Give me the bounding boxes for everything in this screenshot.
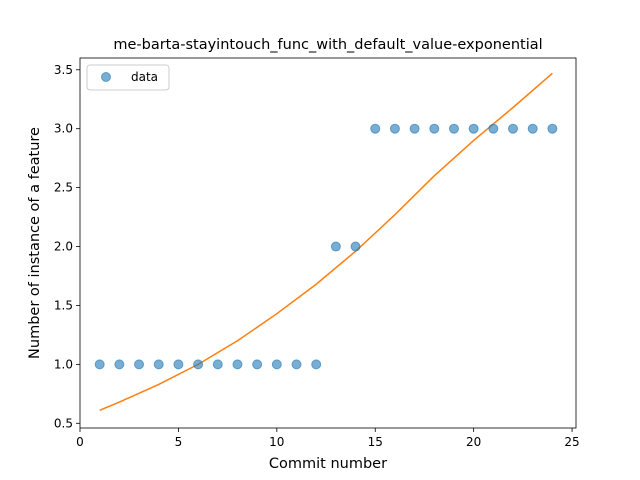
data-point (193, 359, 204, 370)
data-point (508, 123, 519, 134)
y-tick-label: 1.5 (54, 298, 73, 312)
data-point (291, 359, 302, 370)
data-point (409, 123, 420, 134)
data-point (330, 241, 341, 252)
data-point (547, 123, 558, 134)
data-point (173, 359, 184, 370)
fit-line (99, 72, 553, 412)
x-tick-label: 10 (269, 435, 284, 449)
plot-frame (79, 57, 577, 429)
data-point (134, 359, 145, 370)
data-point (350, 241, 361, 252)
x-tick-label: 20 (466, 435, 481, 449)
data-point (271, 359, 282, 370)
y-tick-label: 3.0 (54, 122, 73, 136)
y-tick-label: 1.0 (54, 357, 73, 371)
data-point (114, 359, 125, 370)
y-tick-label: 2.0 (54, 240, 73, 254)
data-point (448, 123, 459, 134)
x-tick-label: 0 (76, 435, 84, 449)
legend-box (86, 64, 170, 91)
y-axis: 0.5 1.0 1.5 2.0 2.5 3.0 3.5 (54, 63, 80, 430)
data-point (311, 359, 322, 370)
data-point (527, 123, 538, 134)
data-point (232, 359, 243, 370)
data-point (252, 359, 263, 370)
y-tick-label: 2.5 (54, 181, 73, 195)
data-point (212, 359, 223, 370)
data-point (468, 123, 479, 134)
chart-title: me-barta-stayintouch_func_with_default_v… (113, 37, 542, 53)
y-tick-label: 3.5 (54, 63, 73, 77)
data-point (389, 123, 400, 134)
x-tick-label: 15 (368, 435, 383, 449)
data-point (370, 123, 381, 134)
plot-area (79, 57, 577, 429)
x-axis: 0 5 10 15 20 25 (76, 428, 580, 449)
data-point (429, 123, 440, 134)
y-tick-label: 0.5 (54, 416, 73, 430)
legend-label: data (131, 70, 158, 84)
data-point (94, 359, 105, 370)
data-point (153, 359, 164, 370)
x-axis-label: Commit number (269, 456, 387, 472)
legend-marker (101, 72, 111, 82)
x-tick-label: 25 (564, 435, 579, 449)
legend: data (86, 64, 170, 91)
data-point (488, 123, 499, 134)
y-axis-label: Number of instance of a feature (27, 127, 43, 359)
x-tick-label: 5 (175, 435, 183, 449)
